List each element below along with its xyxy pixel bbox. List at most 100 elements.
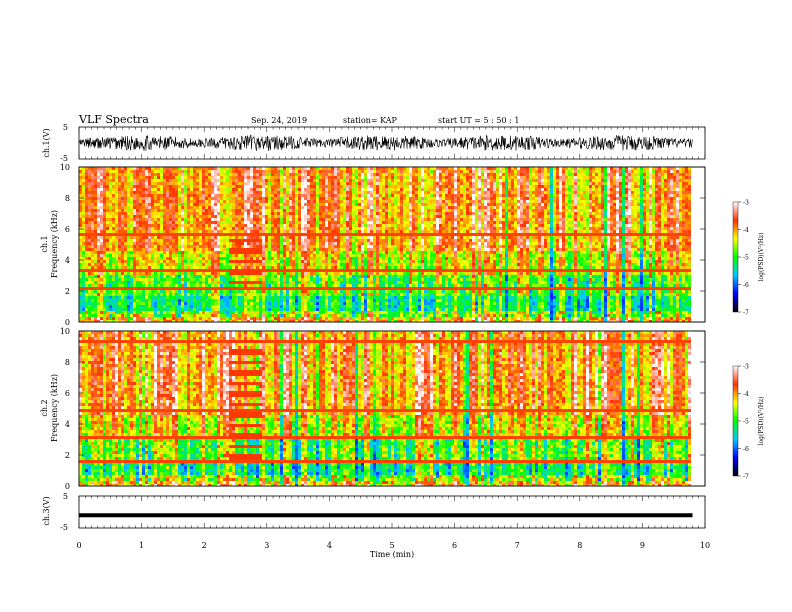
spectrogram-cell bbox=[235, 176, 238, 179]
spectrogram-cell bbox=[496, 176, 499, 179]
spectrogram-cell bbox=[310, 227, 313, 230]
spectrogram-cell bbox=[91, 167, 94, 170]
spectrogram-cell bbox=[319, 215, 322, 218]
spectrogram-cell bbox=[448, 170, 451, 173]
spectrogram-cell bbox=[211, 209, 214, 212]
spectrogram-cell bbox=[418, 182, 421, 185]
spectrogram-cell bbox=[340, 218, 343, 221]
spectrogram-cell bbox=[298, 227, 301, 230]
spectrogram-cell bbox=[520, 194, 523, 197]
spectrogram-cell bbox=[286, 185, 289, 188]
spectrogram-cell bbox=[541, 233, 544, 236]
spectrogram-cell bbox=[682, 227, 685, 230]
spectrogram-cell bbox=[256, 179, 259, 182]
spectrogram-cell bbox=[598, 221, 601, 224]
spectrogram-cell bbox=[259, 197, 262, 200]
spectrogram-cell bbox=[487, 176, 490, 179]
spectrogram-cell bbox=[91, 185, 94, 188]
spectrogram-cell bbox=[91, 230, 94, 233]
spectrogram-cell bbox=[589, 191, 592, 194]
spectrogram-cell bbox=[583, 221, 586, 224]
spectrogram-cell bbox=[436, 176, 439, 179]
spectrogram-cell bbox=[325, 173, 328, 176]
spectrogram-cell bbox=[442, 194, 445, 197]
spectrogram-cell bbox=[367, 179, 370, 182]
spectrogram-cell bbox=[409, 167, 412, 170]
spectrogram-cell bbox=[538, 167, 541, 170]
spectrogram-cell bbox=[559, 182, 562, 185]
spectrogram-cell bbox=[301, 221, 304, 224]
spectrogram-cell bbox=[670, 179, 673, 182]
spectrogram-cell bbox=[460, 176, 463, 179]
spectrogram-cell bbox=[445, 215, 448, 218]
spectrogram-cell bbox=[373, 230, 376, 233]
spectrogram-cell bbox=[550, 182, 553, 185]
spectrogram-cell bbox=[643, 230, 646, 233]
spectrogram-cell bbox=[139, 206, 142, 209]
spectrogram-cell bbox=[379, 227, 382, 230]
spectrogram-cell bbox=[490, 188, 493, 191]
spectrogram-cell bbox=[112, 167, 115, 170]
spectrogram-cell bbox=[490, 167, 493, 170]
spectrogram-cell bbox=[490, 179, 493, 182]
spectrogram-cell bbox=[346, 209, 349, 212]
spectrogram-cell bbox=[403, 221, 406, 224]
spectrogram-cell bbox=[157, 191, 160, 194]
spectrogram-cell bbox=[415, 179, 418, 182]
spectrogram-cell bbox=[535, 182, 538, 185]
spectrogram-cell bbox=[457, 179, 460, 182]
spectrogram-cell bbox=[343, 209, 346, 212]
spectrogram-cell bbox=[406, 182, 409, 185]
spectrogram-cell bbox=[181, 233, 184, 236]
spectrogram-cell bbox=[613, 200, 616, 203]
spectrogram-cell bbox=[343, 176, 346, 179]
spectrogram-cell bbox=[238, 197, 241, 200]
spectrogram-cell bbox=[490, 230, 493, 233]
spectrogram-cell bbox=[403, 188, 406, 191]
spectrogram-cell bbox=[181, 218, 184, 221]
spectrogram-cell bbox=[613, 182, 616, 185]
spectrogram-cell bbox=[664, 212, 667, 215]
spectrogram-cell bbox=[367, 221, 370, 224]
spectrogram-cell bbox=[319, 185, 322, 188]
spectrogram-cell bbox=[154, 197, 157, 200]
spectrogram-cell bbox=[106, 170, 109, 173]
spectrogram-cell bbox=[583, 230, 586, 233]
spectrogram-cell bbox=[571, 188, 574, 191]
spectrogram-cell bbox=[544, 230, 547, 233]
spectrogram-cell bbox=[340, 221, 343, 224]
spectrogram-cell bbox=[625, 191, 628, 194]
spectrogram-cell bbox=[430, 182, 433, 185]
spectrogram-cell bbox=[601, 203, 604, 206]
spectrogram-cell bbox=[112, 191, 115, 194]
spectrogram-cell bbox=[109, 209, 112, 212]
spectrogram-cell bbox=[607, 227, 610, 230]
spectrogram-cell bbox=[568, 194, 571, 197]
spectrogram-cell bbox=[529, 203, 532, 206]
spectrogram-cell bbox=[430, 167, 433, 170]
spectrogram-cell bbox=[100, 188, 103, 191]
spectrogram-cell bbox=[265, 236, 268, 239]
spectrogram-cell bbox=[454, 215, 457, 218]
spectrogram-cell bbox=[190, 176, 193, 179]
spectrogram-cell bbox=[91, 188, 94, 191]
spectrogram-cell bbox=[358, 215, 361, 218]
spectrogram-cell bbox=[175, 230, 178, 233]
spectrogram-cell bbox=[409, 203, 412, 206]
spectrogram-cell bbox=[454, 176, 457, 179]
date-label: Sep. 24, 2019 bbox=[251, 116, 307, 125]
spectrogram-cell bbox=[508, 218, 511, 221]
spectrogram-cell bbox=[109, 236, 112, 239]
spectrogram-cell bbox=[325, 170, 328, 173]
spectrogram-cell bbox=[79, 173, 82, 176]
spectrogram-cell bbox=[472, 191, 475, 194]
spectrogram-cell bbox=[379, 188, 382, 191]
spectrogram-cell bbox=[616, 203, 619, 206]
spectrogram-cell bbox=[514, 227, 517, 230]
spectrogram-cell bbox=[238, 224, 241, 227]
spectrogram-cell bbox=[97, 230, 100, 233]
spectrogram-cell bbox=[490, 176, 493, 179]
spectrogram-cell bbox=[439, 212, 442, 215]
spectrogram-cell bbox=[535, 206, 538, 209]
spectrogram-cell bbox=[598, 197, 601, 200]
